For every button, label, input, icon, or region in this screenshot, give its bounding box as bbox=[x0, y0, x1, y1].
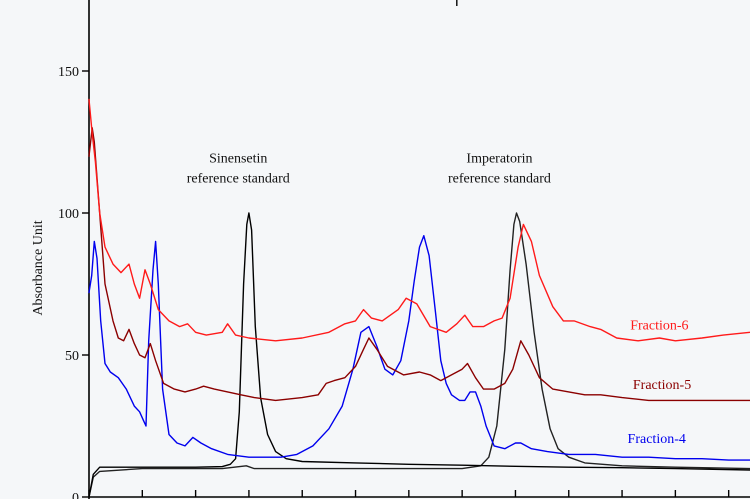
y-axis-title: Absorbance Unit bbox=[31, 220, 46, 315]
y-ticks: 0 50 100 150 bbox=[58, 65, 89, 499]
trace-fraction-4 bbox=[88, 235, 750, 461]
annotation-0-line-0: Sinensetin bbox=[209, 152, 267, 167]
trace-fraction-6 bbox=[88, 98, 750, 342]
traces bbox=[88, 98, 750, 498]
annotation-1-line-1: reference standard bbox=[448, 172, 551, 187]
series-label-fraction-4: Fraction-4 bbox=[628, 432, 686, 447]
series-label-fraction-6: Fraction-6 bbox=[630, 318, 688, 333]
axes bbox=[88, 0, 750, 499]
trace-sinensetin-reference-standard bbox=[88, 212, 750, 498]
y-tick-label-100: 100 bbox=[58, 207, 79, 222]
trace-fraction-5 bbox=[88, 127, 750, 402]
y-tick-label-50: 50 bbox=[65, 349, 79, 364]
x-ticks bbox=[88, 0, 730, 497]
annotation-0-line-1: reference standard bbox=[187, 172, 290, 187]
trace-imperatorin-reference-standard bbox=[88, 212, 750, 498]
y-tick-label-150: 150 bbox=[58, 65, 79, 80]
series-label-fraction-5: Fraction-5 bbox=[633, 378, 691, 393]
y-tick-label-0: 0 bbox=[72, 491, 79, 499]
annotations: Sinensetin reference standard Imperatorin r… bbox=[187, 152, 551, 187]
series-labels: Fraction-6 Fraction-5 Fraction-4 bbox=[628, 318, 692, 447]
annotation-1-line-0: Imperatorin bbox=[466, 152, 532, 167]
